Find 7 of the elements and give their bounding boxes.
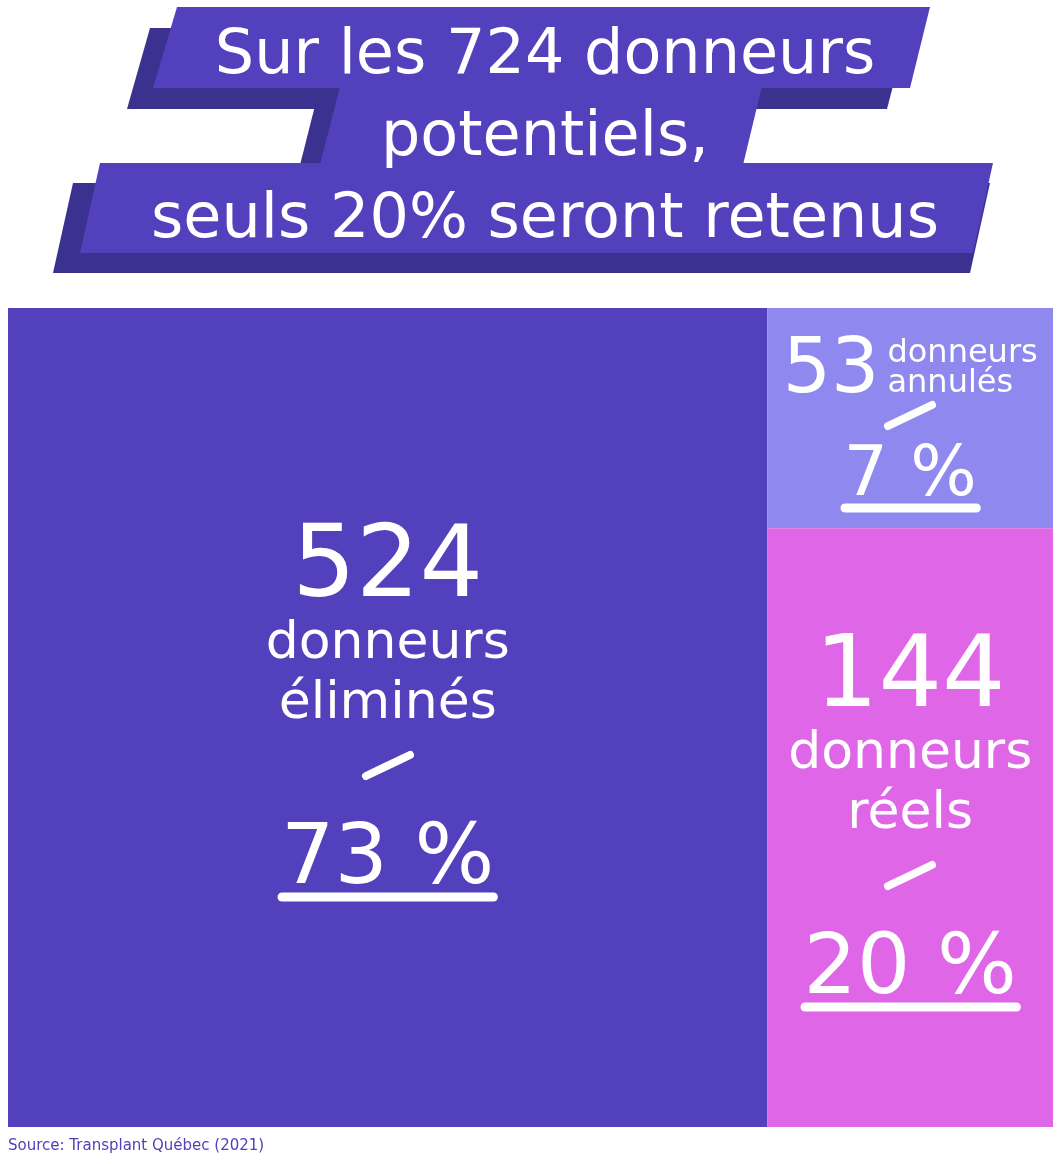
data-label: 7 % bbox=[843, 430, 977, 512]
category-label: donneurs annulés bbox=[887, 332, 1038, 400]
data-label: 20 % bbox=[803, 914, 1017, 1013]
data-label: 73 % bbox=[281, 804, 495, 903]
source-note: Source: Transplant Québec (2021) bbox=[8, 1136, 265, 1154]
text: Sur les 724 donneurs potentiels, seuls 20% seront retenus bbox=[150, 14, 940, 254]
data-label: 53 bbox=[782, 321, 880, 410]
